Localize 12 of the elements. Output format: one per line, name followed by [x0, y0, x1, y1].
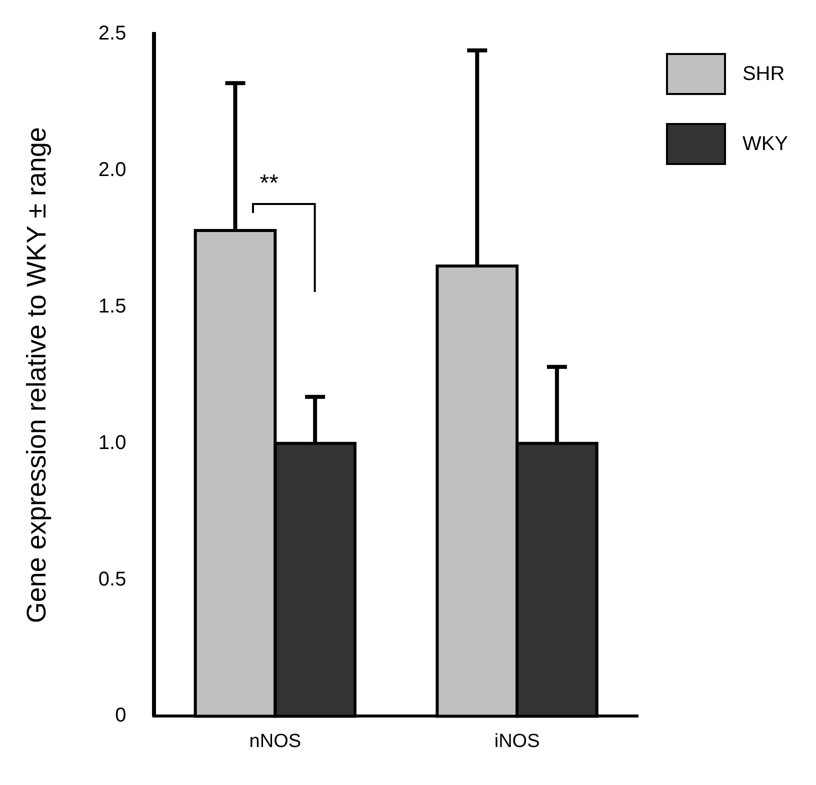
y-tick-label: 0	[115, 704, 126, 727]
x-tick-label: nNOS	[249, 730, 302, 752]
annotation: **	[260, 170, 278, 198]
y-tick-label: 1.5	[98, 295, 126, 318]
y-tick-label: 2.5	[98, 22, 126, 45]
y-tick-label: 1.0	[98, 432, 126, 454]
x-tick-label: iNOS	[494, 730, 540, 752]
legend-label: WKY	[742, 132, 788, 156]
y-tick-label: 0.5	[98, 568, 126, 590]
y-tick-label: 2.0	[98, 158, 126, 181]
legend-label: SHR	[742, 62, 785, 86]
y-axis-title: Gene expression relative to WKY ± range	[22, 127, 52, 624]
